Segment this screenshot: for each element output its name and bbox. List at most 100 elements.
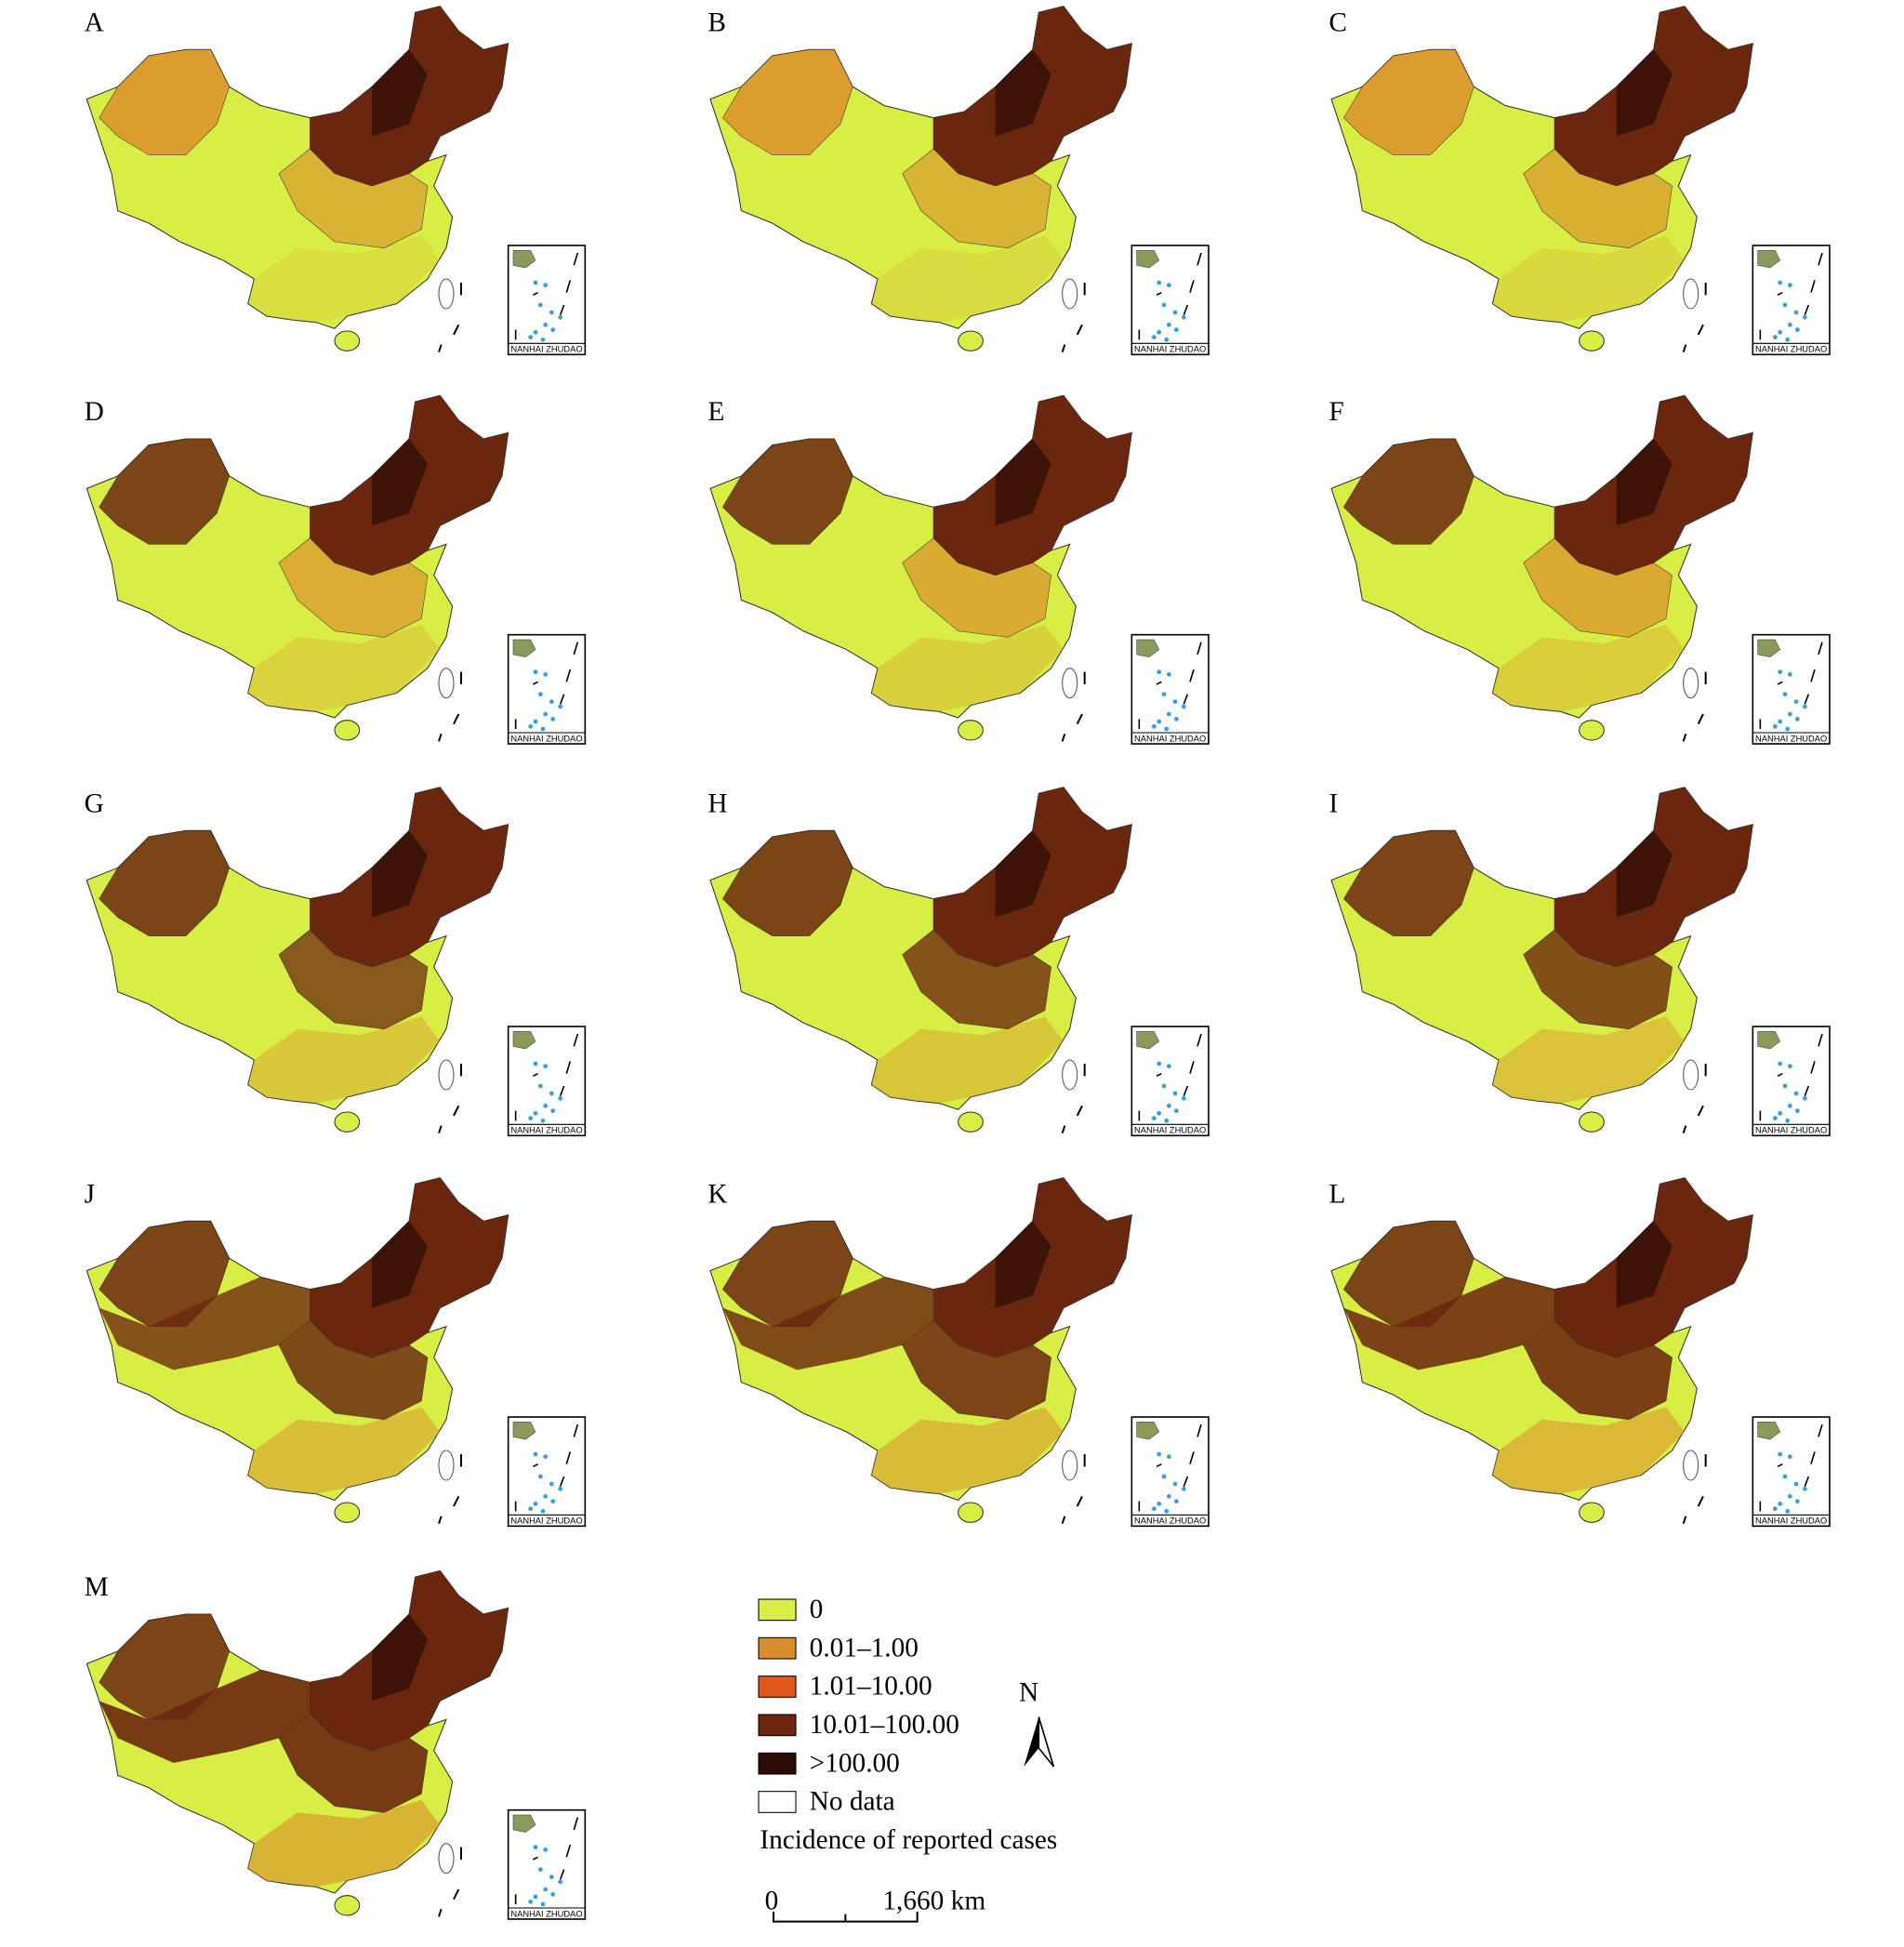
region-shape — [372, 830, 428, 918]
inset-island — [1793, 699, 1799, 705]
boundary-dash — [1061, 1454, 1086, 1524]
boundary-dash — [1061, 1064, 1086, 1133]
inset-island — [1157, 1451, 1162, 1457]
scale-start: 0 — [765, 1886, 779, 1915]
inset-island — [1166, 671, 1171, 677]
inset-island — [1166, 1103, 1171, 1108]
boundary-dash — [438, 1454, 462, 1524]
inset-island — [1157, 1110, 1162, 1116]
map-panel: M NANHAI ZHUDAO — [85, 1570, 587, 1920]
inset-label: NANHAI ZHUDAO — [510, 1126, 582, 1135]
region-shape — [1492, 1407, 1685, 1494]
scale-bar — [773, 1912, 919, 1923]
inset-label: NANHAI ZHUDAO — [1134, 345, 1206, 354]
inset-island — [1157, 329, 1162, 335]
island — [1579, 720, 1605, 741]
legend-label: 0.01–1.00 — [810, 1633, 919, 1662]
inset-island — [1793, 1091, 1799, 1096]
region-shape — [995, 49, 1051, 137]
inset-island — [528, 1899, 534, 1904]
island — [334, 330, 361, 351]
inset-island — [1782, 1474, 1788, 1479]
inset-island — [540, 1118, 546, 1123]
legend-label: No data — [810, 1787, 895, 1817]
inset-island — [1157, 280, 1162, 285]
inset-island — [549, 699, 554, 705]
island — [438, 1450, 455, 1481]
boundary-dash — [1682, 671, 1707, 742]
inset-land — [1136, 1422, 1160, 1440]
inset-island — [533, 1061, 538, 1066]
legend-title: Incidence of reported cases — [760, 1825, 1057, 1855]
legend-swatch — [758, 1714, 797, 1737]
region-shape — [1342, 830, 1474, 936]
island — [1062, 278, 1078, 310]
inset-land — [1136, 639, 1160, 658]
inset-island — [537, 302, 543, 308]
inset-land — [1136, 1031, 1160, 1050]
inset-island — [1793, 1481, 1799, 1487]
inset-island — [1166, 711, 1171, 717]
inset-land — [512, 1814, 536, 1834]
region-shape — [99, 830, 230, 936]
inset-dash — [1138, 642, 1202, 729]
inset-island — [533, 1451, 538, 1457]
region-shape — [247, 1407, 441, 1494]
panel-label: I — [1329, 788, 1338, 818]
inset-label: NANHAI ZHUDAO — [510, 345, 582, 354]
inset-island — [1802, 1095, 1807, 1101]
inset-island — [1181, 314, 1186, 320]
inset-dash — [514, 642, 579, 729]
inset-island — [1161, 302, 1167, 308]
boundary-dash — [438, 1847, 462, 1917]
inset-island — [543, 1454, 549, 1460]
inset-label: NANHAI ZHUDAO — [1755, 345, 1827, 354]
panel-label: E — [707, 397, 724, 427]
region-shape — [1616, 49, 1673, 137]
map-panel: L NANHAI ZHUDAO — [1329, 1177, 1831, 1528]
island — [334, 720, 361, 741]
inset-island — [549, 1874, 554, 1880]
inset-island — [549, 1481, 554, 1487]
island — [438, 278, 455, 310]
inset-label: NANHAI ZHUDAO — [1755, 734, 1827, 743]
panel-label: H — [707, 788, 727, 818]
inset-label: NANHAI ZHUDAO — [1755, 1126, 1827, 1135]
inset-island — [543, 671, 549, 677]
panel-label: J — [85, 1179, 95, 1209]
region-shape — [722, 1277, 933, 1371]
inset-island — [1181, 1095, 1186, 1101]
region-shape — [99, 1670, 311, 1763]
inset-label: NANHAI ZHUDAO — [1134, 734, 1206, 743]
island — [1062, 1059, 1078, 1091]
inset-island — [1172, 1481, 1178, 1487]
inset-island — [1157, 1061, 1162, 1066]
inset-island — [537, 1867, 543, 1873]
inset-island — [1787, 671, 1792, 677]
inset-label: NANHAI ZHUDAO — [510, 1517, 582, 1526]
region-shape — [871, 625, 1064, 712]
inset-island — [543, 322, 549, 327]
inset-island — [1787, 322, 1792, 327]
region-shape — [1616, 830, 1673, 918]
inset-island — [1793, 310, 1799, 315]
inset-island — [1778, 1110, 1783, 1116]
inset-dash — [514, 252, 579, 340]
boundary-dash — [1682, 1454, 1707, 1524]
inset-land — [512, 250, 536, 269]
scale-end: 1,660 km — [882, 1886, 985, 1915]
inset-island — [550, 1108, 556, 1114]
inset-island — [1157, 669, 1162, 675]
inset-island — [540, 337, 546, 342]
inset-island — [1787, 1493, 1792, 1499]
panel-label: M — [85, 1572, 109, 1602]
inset-island — [1172, 1091, 1178, 1096]
inset-island — [1772, 335, 1778, 340]
inset-island — [543, 1887, 549, 1892]
inset-island — [1794, 327, 1800, 333]
map-panel: A NANHAI ZHUDAO — [85, 6, 587, 356]
island — [1683, 1059, 1699, 1091]
region-shape — [247, 1016, 441, 1104]
legend-label: 10.01–100.00 — [810, 1710, 959, 1740]
